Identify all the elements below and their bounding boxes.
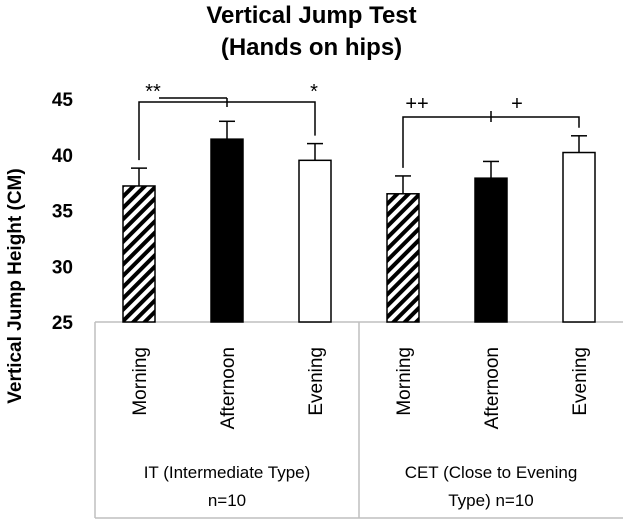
y-tick-label: 40 <box>52 146 73 167</box>
chart-subtitle: (Hands on hips) <box>220 34 403 61</box>
significance-mark: ** <box>145 81 161 103</box>
x-tick-label: Morning <box>394 347 415 416</box>
y-tick-label: 35 <box>52 202 74 223</box>
significance-mark: ++ <box>405 93 428 115</box>
significance-mark: + <box>511 93 523 115</box>
y-tick-label: 30 <box>52 257 73 278</box>
bar-evening <box>298 159 332 323</box>
bar-morning <box>122 185 156 323</box>
x-tick-label: Afternoon <box>218 347 239 429</box>
bar-evening <box>562 151 596 323</box>
y-tick-label: 45 <box>52 90 74 111</box>
significance-mark: * <box>310 81 318 103</box>
x-tick-label: Evening <box>570 347 591 416</box>
bar-morning <box>386 193 420 323</box>
group-label-line2: Type) n=10 <box>448 491 534 510</box>
y-tick-label: 25 <box>52 313 74 334</box>
group-label-line2: n=10 <box>208 491 246 510</box>
x-tick-label: Morning <box>130 347 151 416</box>
group-label: IT (Intermediate Type) <box>144 463 311 482</box>
significance-bracket <box>402 116 580 168</box>
bar-afternoon <box>474 177 508 323</box>
x-tick-label: Evening <box>306 347 327 416</box>
bar-afternoon <box>210 138 244 323</box>
chart-title: Vertical Jump Test <box>206 2 417 29</box>
x-tick-label: Afternoon <box>482 347 503 429</box>
group-label: CET (Close to Evening <box>405 463 578 482</box>
